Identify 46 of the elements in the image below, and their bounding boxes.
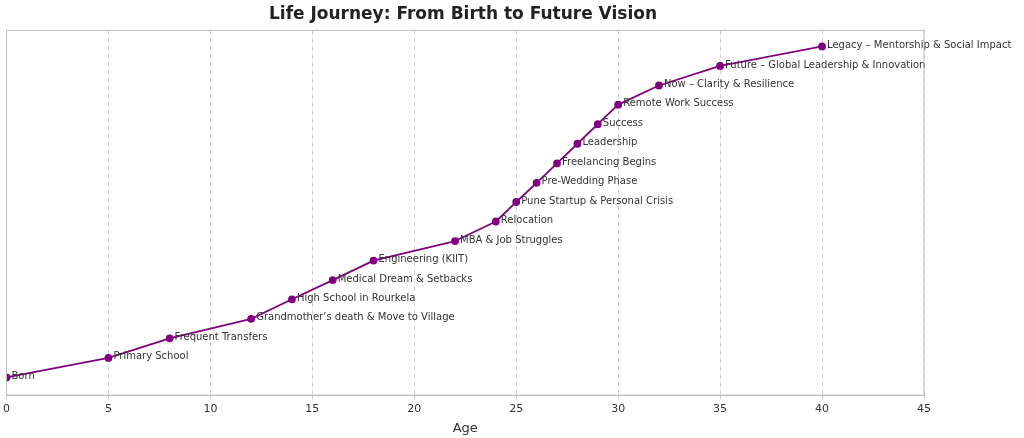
annotation: Now – Clarity & Resilience (663, 78, 795, 90)
chart-title: Life Journey: From Birth to Future Vision (268, 2, 658, 23)
annotation: Success (602, 116, 644, 128)
point (451, 237, 459, 245)
point (553, 159, 561, 168)
point (165, 334, 174, 343)
annotation: Remote Work Success (623, 97, 734, 109)
annotation: Relocation (500, 214, 554, 226)
point (655, 81, 663, 90)
x-tick-label: 10 (203, 401, 218, 415)
x-tick-label: 5 (104, 401, 112, 415)
annotation: Frequent Transfers (174, 330, 268, 342)
x-tick-label: 25 (509, 401, 524, 415)
point (573, 139, 582, 148)
annotation: Pre-Wedding Phase (541, 175, 638, 187)
annotation: Medical Dream & Setbacks (337, 272, 473, 284)
point (247, 314, 256, 323)
point (512, 198, 521, 206)
point (328, 276, 337, 285)
point (369, 256, 378, 265)
annotation: Primary School (113, 350, 189, 362)
annotation: Pune Startup & Personal Crisis (521, 194, 674, 206)
x-tick-label: 30 (611, 401, 626, 415)
point (288, 295, 296, 304)
point (491, 217, 500, 226)
annotation: Leadership (582, 136, 638, 148)
x-tick-label: 35 (713, 401, 728, 415)
point (104, 353, 113, 362)
point (593, 120, 602, 129)
x-tick-label: 40 (815, 401, 830, 415)
x-tick-label: 0 (3, 401, 10, 415)
annotation: High School in Rourkela (296, 291, 416, 303)
annotation: MBA & Job Struggles (460, 233, 563, 245)
annotation: Grandmother’s death & Move to Village (256, 311, 455, 323)
point (614, 100, 623, 109)
annotation: Freelancing Begins (562, 155, 657, 167)
point (818, 42, 826, 51)
x-axis-title: Age (452, 419, 478, 435)
x-tick-label: 45 (917, 401, 931, 415)
annotation: Legacy – Mentorship & Social Impact (827, 39, 1012, 51)
annotation: Engineering (KIIT) (378, 253, 469, 265)
point (716, 62, 725, 70)
annotation: Future – Global Leadership & Innovation (725, 58, 926, 70)
point (532, 178, 541, 187)
x-tick-label: 20 (407, 401, 422, 415)
x-tick-label: 15 (305, 401, 320, 415)
